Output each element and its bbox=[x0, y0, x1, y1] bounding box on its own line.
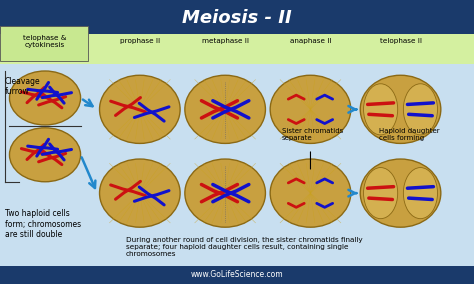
Bar bbox=[0, 266, 474, 284]
Ellipse shape bbox=[270, 75, 351, 143]
Bar bbox=[0, 34, 474, 64]
Ellipse shape bbox=[360, 75, 441, 143]
Ellipse shape bbox=[9, 71, 81, 125]
Text: metaphase II: metaphase II bbox=[201, 38, 249, 44]
Ellipse shape bbox=[403, 168, 438, 219]
Text: telophase &
cytokinesis: telophase & cytokinesis bbox=[23, 35, 67, 48]
Text: Two haploid cells
form; chromosomes
are still double: Two haploid cells form; chromosomes are … bbox=[5, 210, 81, 239]
FancyBboxPatch shape bbox=[0, 26, 88, 61]
Text: Cleavage
furrow: Cleavage furrow bbox=[5, 77, 40, 96]
Text: prophase II: prophase II bbox=[120, 38, 160, 44]
Text: Sister chromatids
separate: Sister chromatids separate bbox=[282, 128, 343, 141]
Bar bbox=[0, 64, 474, 266]
Ellipse shape bbox=[364, 84, 398, 135]
Text: www.GoLifeScience.com: www.GoLifeScience.com bbox=[191, 270, 283, 279]
Text: During another round of cell division, the sister chromatids finally
separate; f: During another round of cell division, t… bbox=[126, 237, 362, 257]
Ellipse shape bbox=[100, 75, 180, 143]
Text: anaphase II: anaphase II bbox=[290, 38, 331, 44]
Ellipse shape bbox=[360, 159, 441, 227]
Ellipse shape bbox=[403, 84, 438, 135]
Bar bbox=[0, 0, 474, 34]
Ellipse shape bbox=[185, 159, 265, 227]
Ellipse shape bbox=[270, 159, 351, 227]
Ellipse shape bbox=[364, 168, 398, 219]
Text: Haploid daughter
cells forming: Haploid daughter cells forming bbox=[379, 128, 440, 141]
Ellipse shape bbox=[100, 159, 180, 227]
Text: telophase II: telophase II bbox=[380, 38, 421, 44]
Text: Meiosis - II: Meiosis - II bbox=[182, 9, 292, 28]
Ellipse shape bbox=[185, 75, 265, 143]
Ellipse shape bbox=[9, 128, 81, 182]
